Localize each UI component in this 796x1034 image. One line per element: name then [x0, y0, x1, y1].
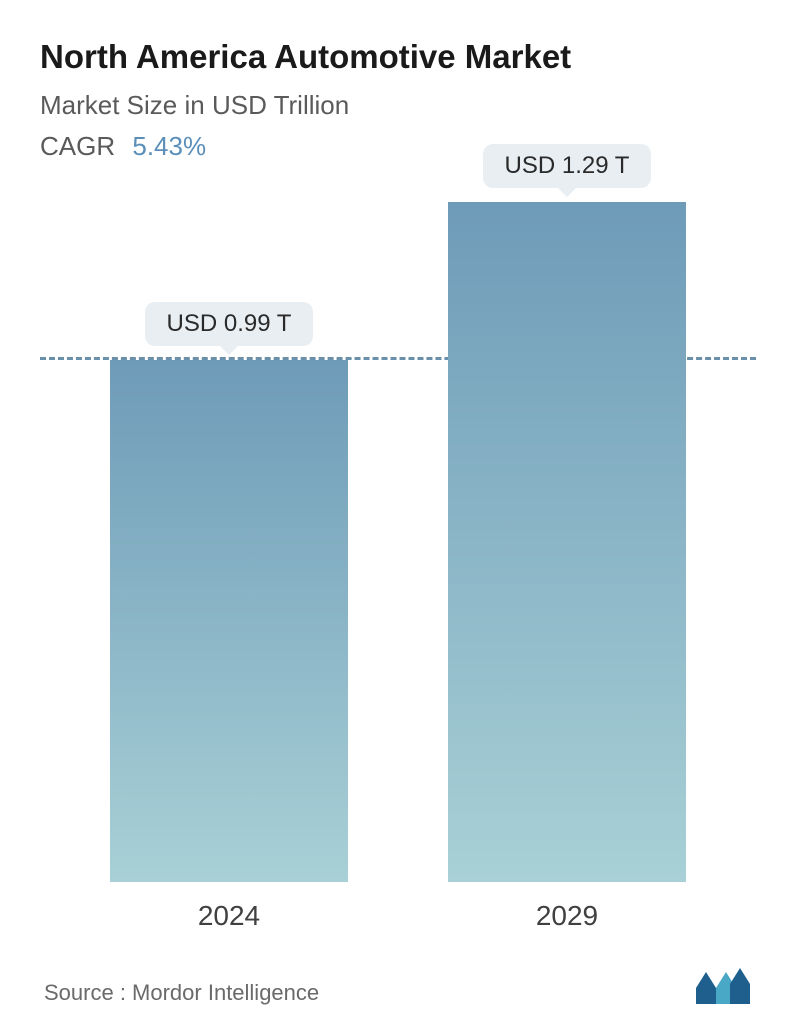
- chart-plot-area: USD 0.99 TUSD 1.29 T: [40, 202, 756, 882]
- chart-footer: Source : Mordor Intelligence: [40, 966, 756, 1006]
- bar: [448, 202, 686, 882]
- cagr-label: CAGR: [40, 131, 115, 161]
- brand-logo-icon: [694, 966, 752, 1006]
- value-badge: USD 1.29 T: [483, 144, 652, 188]
- value-badge: USD 0.99 T: [145, 302, 314, 346]
- cagr-value: 5.43%: [132, 131, 206, 161]
- source-text: Source : Mordor Intelligence: [44, 980, 319, 1006]
- x-axis-labels: 2024 2029: [40, 882, 756, 932]
- x-axis-label: 2029: [448, 900, 686, 932]
- bar-group: USD 1.29 T: [448, 144, 686, 882]
- x-axis-label: 2024: [110, 900, 348, 932]
- chart-subtitle: Market Size in USD Trillion: [40, 90, 756, 121]
- bar: [110, 360, 348, 882]
- bar-group: USD 0.99 T: [110, 302, 348, 882]
- chart-title: North America Automotive Market: [40, 38, 756, 76]
